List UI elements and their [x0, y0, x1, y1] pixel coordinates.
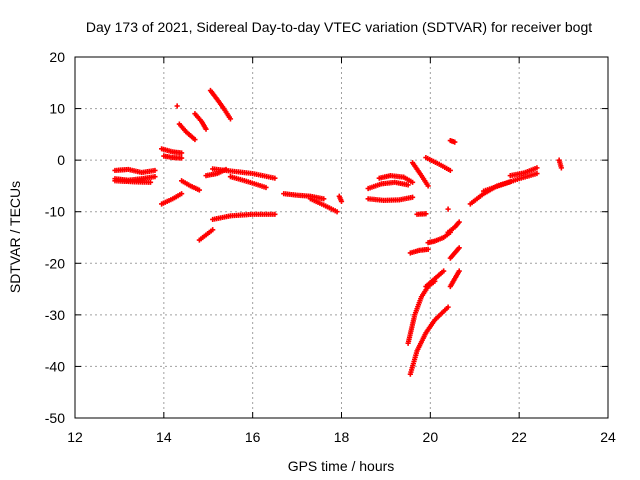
data-point: [425, 246, 431, 252]
data-point: [152, 174, 158, 180]
data-point: [272, 175, 278, 181]
data-points: [112, 87, 564, 377]
data-point: [263, 184, 269, 191]
data-point: [456, 245, 462, 251]
data-point: [152, 167, 158, 174]
axis-ticks: 12 14 16 18 20 22 24 -50 -40 -30 -20 -10 0 10 20: [45, 49, 616, 445]
y-tick-label: -10: [45, 204, 65, 220]
data-point: [441, 268, 447, 274]
data-point: [227, 116, 234, 122]
data-point: [456, 268, 462, 274]
data-point: [192, 136, 198, 143]
data-point: [321, 196, 327, 202]
data-point: [445, 304, 451, 310]
y-tick-label: -20: [45, 255, 65, 271]
data-point: [405, 182, 411, 188]
data-point: [210, 227, 216, 233]
data-point: [179, 155, 185, 161]
x-tick-label: 14: [156, 429, 172, 445]
data-point: [447, 167, 453, 174]
data-point: [445, 206, 451, 212]
data-point: [558, 165, 564, 171]
y-axis-label: SDTVAR / TECUs: [7, 181, 23, 293]
x-tick-label: 22: [511, 429, 527, 445]
data-point: [334, 209, 340, 215]
y-tick-label: -50: [45, 410, 65, 426]
data-point: [534, 165, 540, 171]
y-tick-label: 0: [57, 152, 65, 168]
data-point: [534, 170, 540, 177]
data-point: [179, 150, 185, 156]
data-point: [409, 179, 416, 185]
x-tick-label: 12: [67, 429, 83, 445]
data-point: [425, 183, 431, 189]
x-tick-label: 20: [423, 429, 439, 445]
x-tick-label: 24: [600, 429, 616, 445]
data-point: [338, 198, 345, 204]
x-tick-label: 18: [334, 429, 350, 445]
data-point: [174, 103, 180, 109]
y-tick-label: -40: [45, 358, 65, 374]
data-point: [409, 194, 416, 200]
grid: [75, 57, 608, 418]
data-point: [179, 191, 185, 197]
data-point: [203, 126, 209, 132]
y-tick-label: -30: [45, 307, 65, 323]
x-tick-label: 16: [245, 429, 261, 445]
chart-title: Day 173 of 2021, Sidereal Day-to-day VTE…: [86, 19, 592, 35]
data-point: [456, 219, 462, 225]
y-tick-label: 20: [49, 49, 65, 65]
data-point: [272, 211, 278, 217]
y-tick-label: 10: [49, 101, 65, 117]
x-axis-label: GPS time / hours: [288, 458, 395, 474]
data-point: [423, 211, 429, 217]
data-point: [147, 179, 154, 185]
data-point: [452, 139, 458, 145]
data-point: [196, 187, 202, 193]
